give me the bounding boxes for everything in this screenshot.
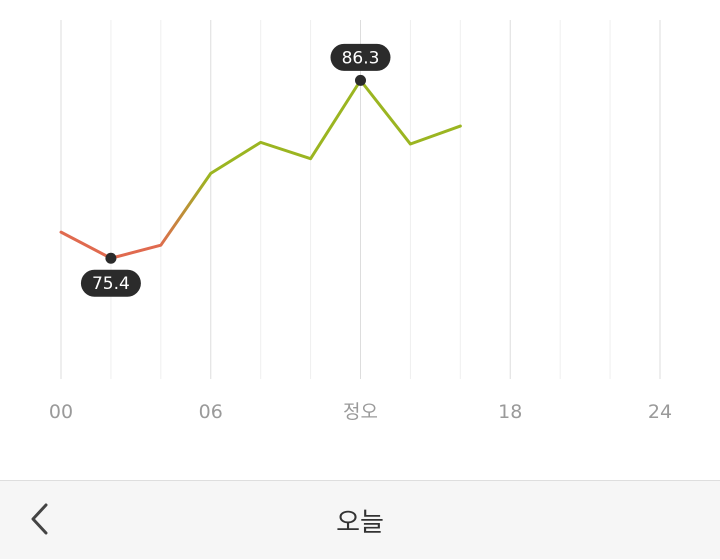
series-line	[59, 78, 462, 260]
back-button[interactable]	[20, 499, 60, 539]
data-point-marker	[105, 252, 117, 264]
gridlines	[60, 20, 661, 379]
data-label: 75.4	[92, 274, 130, 294]
data-label-pill	[80, 269, 141, 297]
x-tick-label: 정오	[343, 401, 378, 423]
line-chart: 00 06 정오 18 24 75.4 86.3	[49, 20, 672, 423]
data-point-marker	[355, 74, 366, 86]
data-label-pill	[330, 43, 391, 71]
x-tick-label: 24	[648, 401, 672, 423]
x-tick-label: 06	[199, 401, 223, 423]
series-line-layer	[59, 78, 462, 260]
footer-title: 오늘	[336, 508, 384, 538]
annotations-layer: 75.4 86.3	[80, 43, 391, 297]
bottom-bar: 오늘	[0, 480, 720, 559]
x-axis-ticks: 00 06 정오 18 24	[49, 401, 672, 423]
chevron-left-icon	[31, 503, 48, 535]
x-tick-label: 00	[49, 401, 73, 423]
data-label: 86.3	[342, 48, 380, 68]
x-tick-label: 18	[498, 401, 522, 423]
